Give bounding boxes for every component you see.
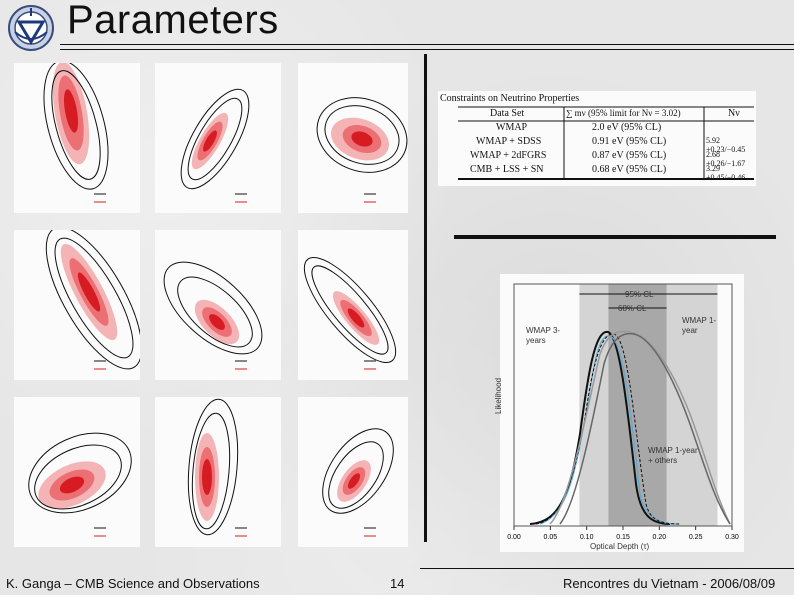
y-axis-label: Likelihood	[494, 377, 503, 414]
contour-panel	[298, 230, 408, 380]
annotation-wmap-1yr-others: WMAP 1-year + others	[648, 446, 698, 465]
contour-plot	[322, 428, 394, 537]
title-rule-secondary	[60, 49, 794, 50]
contour-plot	[316, 97, 408, 203]
table-row-nnu: 5.92 +0.23/−0.45	[706, 136, 746, 154]
table-row-limit: 0.91 eV (95% CL)	[592, 136, 667, 147]
x-tick-label: 0.25	[689, 534, 703, 541]
table-row-nnu: 2.68 +0.26/−1.67	[706, 150, 746, 168]
contour-panel	[155, 397, 281, 547]
x-tick-label: 0.10	[580, 534, 594, 541]
curve-wmap-1yr	[549, 330, 731, 525]
contour-plot	[43, 60, 109, 203]
contour-grid	[0, 55, 430, 570]
contour-panel	[14, 397, 140, 547]
band-68-label: 68% CL	[618, 304, 647, 313]
logo-icon	[8, 5, 54, 51]
table-row-set: WMAP	[496, 122, 528, 133]
title-rule	[60, 44, 794, 45]
contour-plot	[163, 261, 263, 370]
contour-panel	[14, 60, 140, 213]
annotation-wmap-3yr: WMAP 3-years	[526, 326, 561, 345]
footer-author: K. Ganga – CMB Science and Observations	[6, 576, 260, 591]
table-row-limit: 2.0 eV (95% CL)	[592, 122, 662, 133]
x-tick-label: 0.20	[653, 534, 667, 541]
annotation-wmap-1yr: WMAP 1-year	[682, 316, 717, 335]
table-lines	[458, 106, 754, 180]
x-tick-label: 0.15	[616, 534, 630, 541]
divider-horizontal	[454, 235, 776, 239]
table-row-set: WMAP + SDSS	[476, 136, 542, 147]
likelihood-plot: 0.00 0.05 0.10 0.15 0.20 0.25 0.30 95% CL 68% …	[494, 274, 744, 552]
contour-plot	[187, 398, 247, 537]
contour-panel	[298, 397, 408, 547]
table-title: Constraints on Neutrino Properties	[440, 93, 580, 104]
x-axis-label: Optical Depth (τ)	[590, 542, 650, 551]
table-row-nnu: 3.29 +0.45/−0.46	[706, 164, 746, 182]
contour-panel	[298, 63, 408, 213]
neutrino-table: Constraints on Neutrino Properties Data …	[438, 91, 756, 186]
x-axis-ticks: 0.00 0.05 0.10 0.15 0.20 0.25 0.30	[507, 526, 739, 541]
footer-rule	[420, 568, 794, 569]
contour-panel	[155, 63, 281, 213]
table-row-set: CMB + LSS + SN	[470, 164, 544, 175]
contour-plot	[303, 257, 397, 370]
contour-plot	[180, 88, 250, 203]
table-header-limit: ∑ mν (95% limit for Nν = 3.02)	[566, 108, 681, 118]
contour-plot	[45, 226, 143, 370]
x-tick-label: 0.00	[507, 534, 521, 541]
band-95-label: 95% CL	[625, 290, 654, 299]
likelihood-chart: 0.00 0.05 0.10 0.15 0.20 0.25 0.30	[507, 283, 739, 541]
table-row-limit: 0.68 eV (95% CL)	[592, 164, 667, 175]
table-row-set: WMAP + 2dFGRS	[470, 150, 547, 161]
curve-wmap-1yr-others	[559, 332, 731, 525]
x-tick-label: 0.30	[725, 534, 739, 541]
page-number: 14	[390, 576, 405, 591]
contour-panel	[14, 226, 143, 380]
table-header-nnu: Nν	[728, 108, 740, 119]
divider-vertical	[424, 54, 427, 542]
contour-panel	[155, 230, 281, 380]
slide-title: Parameters	[67, 0, 279, 42]
contour-plot	[28, 432, 132, 537]
table-row-limit: 0.87 eV (95% CL)	[592, 150, 667, 161]
footer-event: Rencontres du Vietnam - 2006/08/09	[563, 576, 776, 591]
x-tick-label: 0.05	[544, 534, 558, 541]
band-68-cl	[608, 284, 667, 526]
table-header-dataset: Data Set	[490, 108, 525, 119]
